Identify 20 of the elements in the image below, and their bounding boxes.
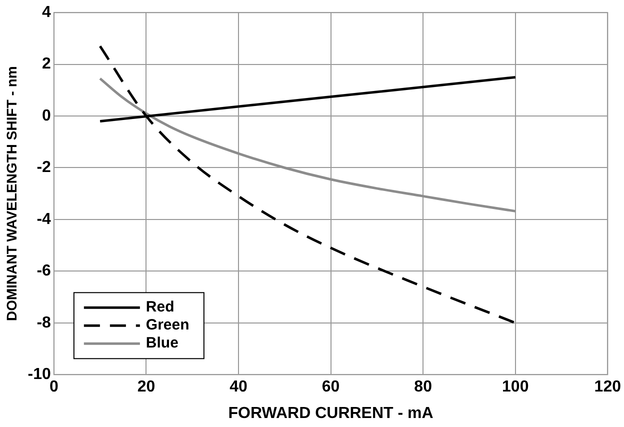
legend-label: Blue <box>146 334 178 352</box>
x-tick-label: 60 <box>322 378 340 396</box>
y-tick-label: 2 <box>42 56 52 73</box>
x-tick-label: 80 <box>414 378 432 396</box>
x-tick-label: 120 <box>594 378 622 396</box>
x-tick-label: 100 <box>502 378 529 396</box>
legend-label: Red <box>146 298 174 316</box>
y-tick-label: -8 <box>36 314 52 332</box>
line-series <box>98 77 517 212</box>
legend-label: Green <box>146 316 190 334</box>
y-tick-label: 4 <box>42 4 52 22</box>
y-tick-label: -6 <box>36 262 52 280</box>
y-axis-title: DOMINANT WAVELENGTH SHIFT - nm <box>3 66 20 322</box>
y-tick-label: -2 <box>36 159 52 176</box>
x-tick-label: 20 <box>137 378 156 396</box>
y-tick-label: -4 <box>36 210 52 228</box>
y-tick-label: -10 <box>28 366 52 384</box>
x-tick-label: 40 <box>230 378 248 396</box>
x-axis-title: FORWARD CURRENT - mA <box>228 404 434 422</box>
y-tick-label: 0 <box>42 107 52 124</box>
